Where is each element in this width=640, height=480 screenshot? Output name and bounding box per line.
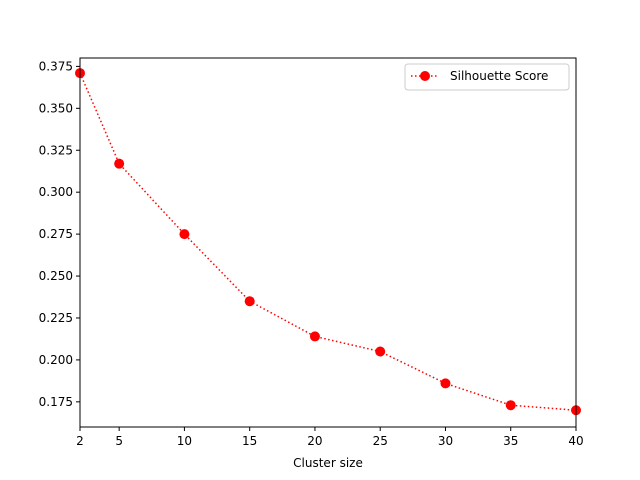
legend-marker [420,71,430,81]
x-tick-label: 15 [242,434,257,448]
plot-area [80,58,576,427]
data-point [179,229,190,240]
plot-frame [79,57,577,428]
y-tick-label: 0.175 [39,395,73,409]
data-point [440,378,451,389]
x-tick-label: 20 [307,434,322,448]
data-point [375,346,386,357]
legend-label: Silhouette Score [450,69,548,83]
x-axis-title: Cluster size [293,456,363,470]
x-tick-label: 5 [115,434,123,448]
y-tick-label: 0.375 [39,59,73,73]
data-point [309,331,320,342]
y-tick-label: 0.225 [39,311,73,325]
x-tick-label: 25 [373,434,388,448]
x-tick-label: 30 [438,434,453,448]
y-tick-label: 0.275 [39,227,73,241]
x-tick-label: 10 [177,434,192,448]
x-tick-label: 40 [568,434,583,448]
y-tick-label: 0.250 [39,269,73,283]
x-tick-label: 2 [76,434,84,448]
y-tick-label: 0.325 [39,143,73,157]
legend-box [404,63,570,91]
data-point [244,296,255,307]
ticks-layer: 2 5 10 15 20 25 30 35 400.1750.2000.2250.2500.27… [39,59,584,448]
legend: Silhouette Score [404,63,570,91]
y-tick-label: 0.300 [39,185,73,199]
y-tick-label: 0.350 [39,101,73,115]
data-point [505,400,516,411]
x-tick-label: 35 [503,434,518,448]
data-point [114,158,125,169]
y-tick-label: 0.200 [39,353,73,367]
